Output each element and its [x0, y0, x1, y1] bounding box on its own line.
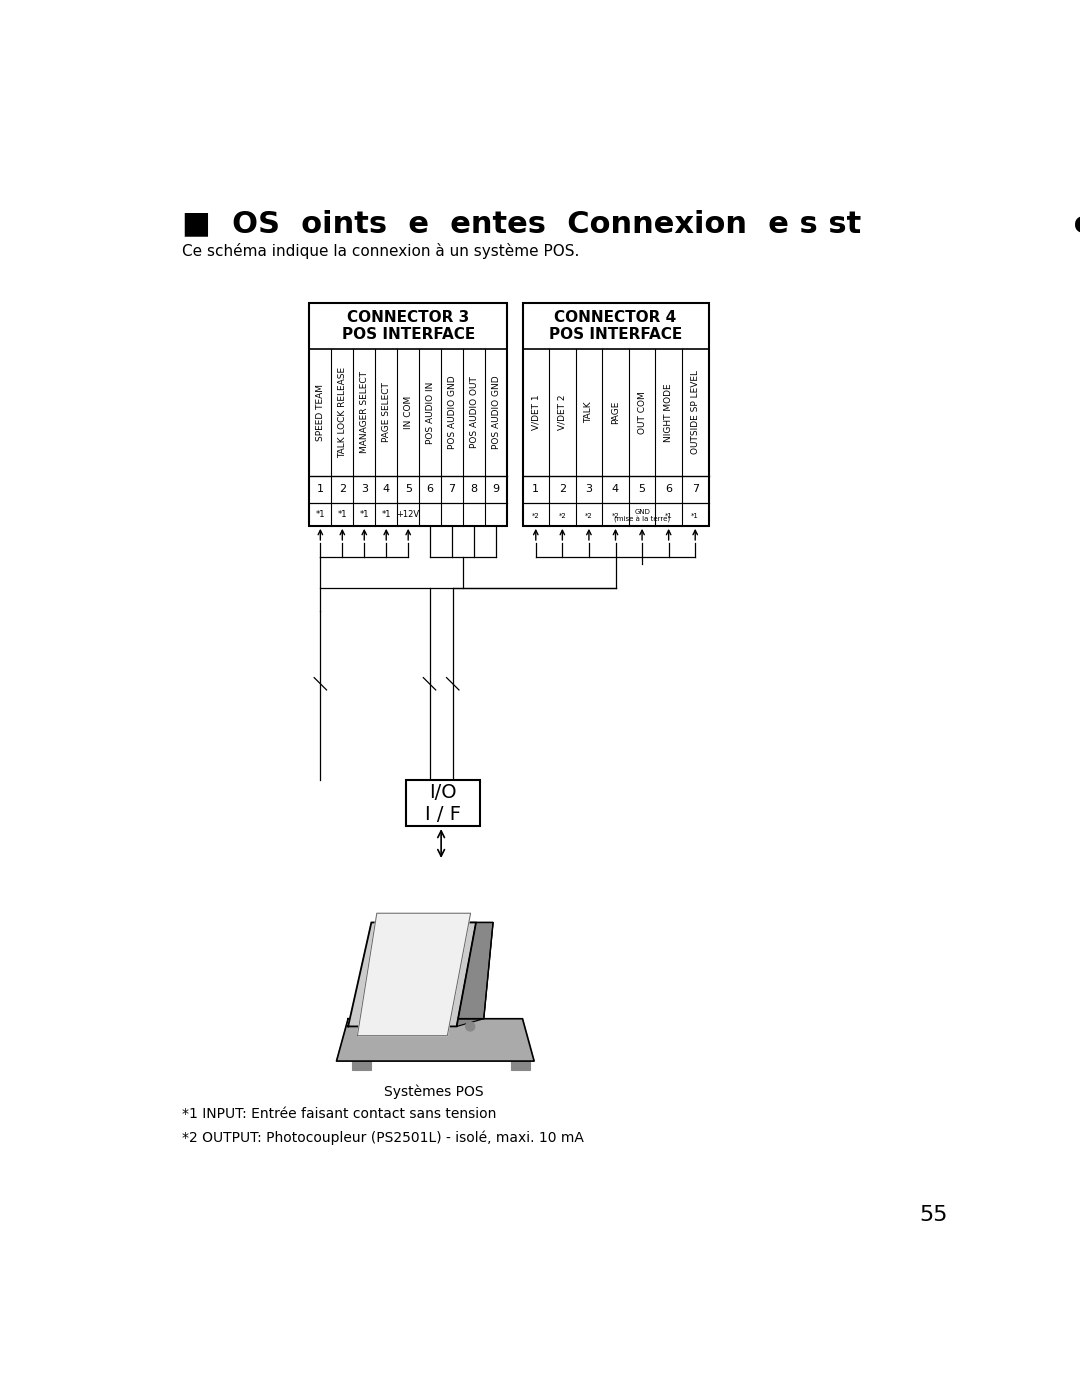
- Text: *1: *1: [381, 509, 391, 519]
- Text: +12V: +12V: [396, 509, 420, 519]
- Polygon shape: [337, 1018, 535, 1060]
- Text: *1: *1: [360, 509, 369, 519]
- Text: 2: 2: [339, 484, 346, 494]
- Text: 1: 1: [316, 484, 324, 494]
- Text: 9: 9: [492, 484, 500, 494]
- Text: *2 OUTPUT: Photocoupleur (PS2501L) - isolé, maxi. 10 mA: *2 OUTPUT: Photocoupleur (PS2501L) - iso…: [181, 1130, 583, 1144]
- Text: POS AUDIO IN: POS AUDIO IN: [426, 381, 434, 443]
- Text: IN COM: IN COM: [404, 396, 413, 429]
- Bar: [309, 302, 507, 526]
- Text: MANAGER SELECT: MANAGER SELECT: [360, 371, 368, 453]
- Bar: [523, 302, 708, 526]
- Text: POS AUDIO GND: POS AUDIO GND: [491, 375, 500, 449]
- Text: 4: 4: [612, 484, 619, 494]
- Text: PAGE: PAGE: [611, 400, 620, 424]
- Text: SPEED TEAM: SPEED TEAM: [315, 383, 325, 441]
- Text: POS AUDIO GND: POS AUDIO GND: [447, 375, 457, 449]
- Text: 3: 3: [361, 484, 368, 494]
- Text: *1: *1: [691, 513, 699, 519]
- Text: *1: *1: [664, 513, 673, 519]
- Text: *2: *2: [585, 513, 593, 519]
- Text: V/DET 2: V/DET 2: [558, 395, 567, 429]
- Text: CONNECTOR 3
POS INTERFACE: CONNECTOR 3 POS INTERFACE: [341, 309, 475, 341]
- Text: 8: 8: [471, 484, 477, 494]
- Text: *2: *2: [532, 513, 540, 519]
- Text: ■  OS  oints  e  entes  Connexion  e s st                    e: ■ OS oints e entes Connexion e s st e: [181, 208, 1080, 238]
- Polygon shape: [414, 922, 494, 1018]
- Text: 6: 6: [427, 484, 434, 494]
- Text: CONNECTOR 4
POS INTERFACE: CONNECTOR 4 POS INTERFACE: [549, 309, 683, 341]
- Polygon shape: [457, 922, 494, 1027]
- Text: V/DET 1: V/DET 1: [531, 395, 540, 429]
- Polygon shape: [348, 922, 476, 1027]
- Text: *1 INPUT: Entrée faisant contact sans tension: *1 INPUT: Entrée faisant contact sans te…: [181, 1107, 496, 1121]
- Text: *2: *2: [558, 513, 566, 519]
- Circle shape: [465, 1021, 475, 1031]
- Text: *1: *1: [338, 509, 347, 519]
- Text: TALK LOCK RELEASE: TALK LOCK RELEASE: [338, 367, 347, 457]
- Text: OUTSIDE SP LEVEL: OUTSIDE SP LEVEL: [691, 371, 700, 455]
- Text: POS AUDIO OUT: POS AUDIO OUT: [470, 376, 478, 448]
- Text: I/O
I / F: I/O I / F: [426, 782, 461, 824]
- Text: Ce schéma indique la connexion à un système POS.: Ce schéma indique la connexion à un syst…: [181, 243, 579, 259]
- Text: NIGHT MODE: NIGHT MODE: [664, 383, 673, 442]
- Text: *2: *2: [611, 513, 619, 519]
- Text: 5: 5: [638, 484, 646, 494]
- Text: 55: 55: [919, 1205, 947, 1226]
- Text: Systèmes POS: Systèmes POS: [383, 1084, 483, 1098]
- Text: TALK: TALK: [584, 402, 593, 422]
- Text: 6: 6: [665, 484, 672, 494]
- Text: *1: *1: [315, 509, 325, 519]
- Text: 1: 1: [532, 484, 539, 494]
- Text: 7: 7: [691, 484, 699, 494]
- Bar: [406, 781, 480, 827]
- Text: 3: 3: [585, 484, 593, 494]
- Text: PAGE SELECT: PAGE SELECT: [381, 382, 391, 442]
- Text: 4: 4: [382, 484, 390, 494]
- Text: 5: 5: [405, 484, 411, 494]
- Polygon shape: [357, 914, 471, 1035]
- Bar: [511, 1060, 530, 1070]
- Text: 2: 2: [558, 484, 566, 494]
- Text: GND
(mise à la terre): GND (mise à la terre): [615, 509, 670, 523]
- Bar: [352, 1060, 372, 1070]
- Text: 7: 7: [448, 484, 456, 494]
- Text: OUT COM: OUT COM: [637, 390, 647, 434]
